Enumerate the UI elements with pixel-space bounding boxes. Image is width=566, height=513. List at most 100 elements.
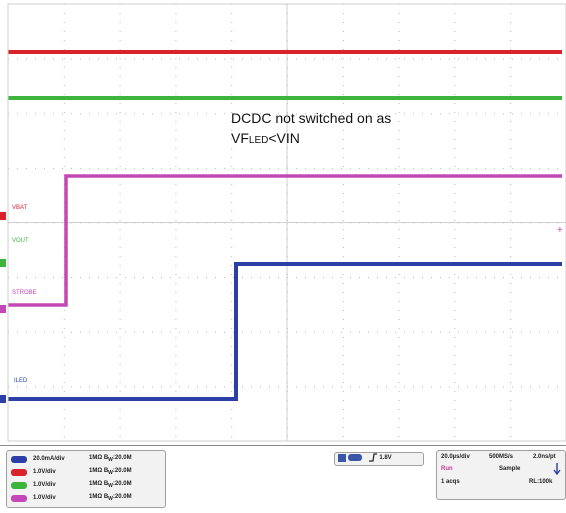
grid-dot: [175, 265, 177, 266]
grid-dot: [62, 113, 63, 115]
grid-dot: [17, 331, 18, 333]
grid-dot: [458, 386, 459, 388]
grid-dot: [510, 238, 512, 239]
grid-dot: [116, 331, 117, 333]
grid-dot: [44, 277, 45, 279]
trigger-type-icon: [338, 453, 346, 462]
grid-dot: [510, 121, 512, 122]
grid-dot: [170, 58, 171, 60]
grid-dot: [398, 139, 400, 140]
grid-dot: [63, 130, 65, 131]
grid-dot: [119, 103, 121, 104]
channel-row-2[interactable]: 1.0V/div 1MΩ BW:20.0M: [11, 467, 149, 477]
grid-dot: [119, 310, 121, 311]
grid-dot: [359, 167, 360, 169]
grid-dot: [119, 202, 121, 203]
grid-dot: [119, 220, 121, 221]
grid-dot: [119, 130, 121, 131]
grid-dot: [62, 386, 63, 388]
grid-dot: [119, 256, 121, 257]
grid-dot: [386, 113, 387, 115]
grid-dot: [231, 184, 233, 185]
grid-dot: [251, 167, 252, 169]
ch4-ground-marker[interactable]: [0, 305, 6, 313]
grid-dot: [44, 386, 45, 388]
grid-dot: [63, 166, 65, 167]
ch3-chip-icon: [11, 481, 27, 489]
channel-row-1[interactable]: 20.0mA/div 1MΩ BW:20.0M: [11, 454, 149, 464]
grid-dot: [242, 386, 243, 388]
grid-dot: [63, 157, 65, 158]
grid-dot: [206, 58, 207, 60]
grid-dot: [350, 277, 351, 279]
grid-dot: [119, 76, 121, 77]
grid-dot: [242, 58, 243, 60]
grid-dot: [175, 220, 177, 221]
grid-dot: [170, 386, 171, 388]
grid-dot: [510, 13, 512, 14]
grid-dot: [342, 40, 344, 41]
grid-dot: [107, 277, 108, 279]
grid-dot: [398, 157, 400, 158]
grid-dot: [251, 386, 252, 388]
trigger-level-marker[interactable]: +: [557, 225, 563, 236]
grid-dot: [175, 58, 177, 59]
grid-dot: [53, 167, 54, 169]
vbat-label: VBAT: [12, 205, 28, 211]
grid-dot: [170, 113, 171, 115]
ch2-ground-marker[interactable]: [0, 212, 6, 220]
trigger-arrow-icon: [553, 463, 561, 476]
time-per-point: 2.0ns/pt: [533, 454, 556, 460]
grid-dot: [224, 277, 225, 279]
grid-dot: [231, 391, 233, 392]
grid-dot: [17, 167, 18, 169]
channel-row-3[interactable]: 1.0V/div 1MΩ BW:20.0M: [11, 480, 149, 490]
grid-dot: [476, 277, 477, 279]
grid-dot: [454, 166, 456, 167]
grid-dot: [449, 167, 450, 169]
ch3-ground-marker[interactable]: [0, 259, 6, 267]
grid-dot: [398, 229, 400, 230]
grid-dot: [395, 113, 396, 115]
grid-dot: [557, 58, 558, 60]
grid-dot: [175, 22, 177, 23]
trigger-readout[interactable]: 1.8V: [334, 452, 424, 466]
grid-dot: [188, 58, 189, 60]
grid-dot: [454, 373, 456, 374]
grid-dot: [125, 386, 126, 388]
grid-dot: [119, 157, 121, 158]
grid-dot: [107, 167, 108, 169]
grid-dot: [398, 427, 400, 428]
grid-dot: [17, 386, 18, 388]
grid-dot: [116, 386, 117, 388]
grid-dot: [119, 238, 121, 239]
grid-dot: [510, 184, 512, 185]
grid-dot: [454, 112, 456, 113]
grid-dot: [510, 103, 512, 104]
grid-dot: [119, 283, 121, 284]
grid-dot: [454, 211, 456, 212]
annotation-line1: DCDC not switched on as: [231, 110, 392, 126]
grid-dot: [359, 58, 360, 60]
grid-dot: [342, 211, 344, 212]
grid-dot: [342, 139, 344, 140]
grid-dot: [175, 157, 177, 158]
grid-dot: [398, 13, 400, 14]
grid-dot: [485, 277, 486, 279]
ch1-ground-marker[interactable]: [0, 395, 6, 403]
grid-dot: [510, 31, 512, 32]
grid-dot: [179, 167, 180, 169]
grid-dot: [119, 265, 121, 266]
grid-dot: [161, 277, 162, 279]
grid-dot: [454, 436, 456, 437]
timebase-readout[interactable]: 20.0µs/div 500MS/s 2.0ns/pt Run Sample 1…: [436, 450, 566, 500]
channel-row-4[interactable]: 1.0V/div 1MΩ BW:20.0M: [11, 493, 149, 503]
grid-dot: [323, 331, 324, 333]
grid-dot: [398, 148, 400, 149]
grid-dot: [454, 319, 456, 320]
grid-dot: [175, 13, 177, 14]
annotation-text: DCDC not switched on as VFLED<VIN: [231, 108, 391, 151]
grid-dot: [485, 386, 486, 388]
grid-dot: [510, 418, 512, 419]
grid-dot: [530, 113, 531, 115]
